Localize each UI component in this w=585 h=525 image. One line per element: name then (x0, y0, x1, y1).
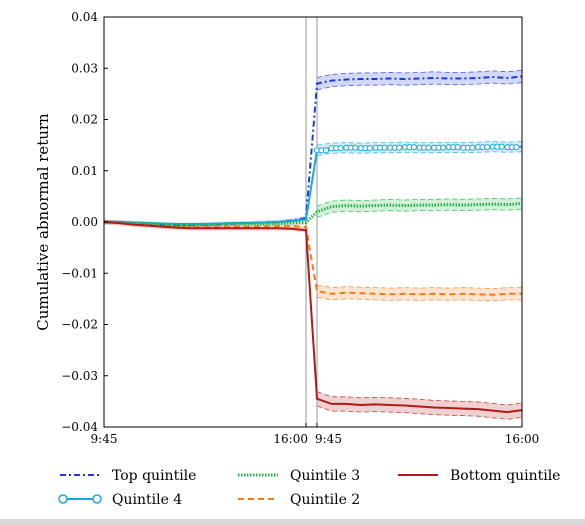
bottom-quintile-line (103, 221, 523, 414)
y-tick-label: −0.04 (61, 420, 98, 434)
x-tick-label: 16:00 (273, 432, 308, 446)
x-tick-label: 9:45 (91, 432, 118, 446)
quintile-3-line (103, 202, 523, 227)
y-tick-label: 0.00 (71, 215, 98, 229)
y-tick-label: −0.02 (61, 318, 98, 332)
legend-label-quintile-4: Quintile 4 (112, 492, 182, 508)
bottom-quintile-band-day1 (317, 391, 522, 420)
quintile-4-marker (440, 144, 447, 151)
legend-item-quintile-3: Quintile 3 (238, 468, 360, 484)
quintile-4-line (104, 145, 523, 225)
quintile-4-marker (410, 144, 417, 151)
confidence-bands (104, 69, 523, 420)
y-tick-label: −0.01 (61, 266, 98, 280)
legend-item-quintile-2: Quintile 2 (238, 492, 360, 508)
y-axis-ticks: −0.04 −0.03 −0.02 −0.01 0.00 0.01 0.02 0.03 0.04 (61, 10, 108, 434)
quintile-4-marker (484, 144, 491, 151)
quintile-2-band-upper-edge (316, 284, 522, 290)
y-tick-label: 0.04 (71, 10, 98, 24)
bottom-quintile-band-lower-edge (316, 405, 523, 420)
quintile-4-marker (498, 143, 505, 150)
legend-item-top-quintile: Top quintile (60, 468, 196, 484)
legend-label-quintile-2: Quintile 2 (290, 492, 360, 508)
y-tick-label: 0.02 (71, 113, 98, 127)
legend-label-quintile-3: Quintile 3 (290, 468, 360, 484)
legend-marker (58, 494, 68, 504)
top-quintile-band-lower-edge (316, 82, 523, 91)
quintile-2-band-day1 (317, 285, 522, 301)
legend: Top quintile Quintile 4 Quintile 3 Quintile… (58, 468, 560, 508)
bottom-quintile-band-upper-edge (316, 391, 523, 406)
quintile-2-line (103, 221, 522, 296)
quintile-4-marker (322, 147, 330, 154)
quintile-4-marker (366, 145, 373, 152)
quintile-3-band-lower-edge (316, 208, 523, 218)
legend-item-bottom-quintile: Bottom quintile (398, 468, 560, 484)
quintile-4-marker (425, 144, 432, 151)
quintile-4-band-upper-edge (316, 141, 523, 146)
quintile-4-marker (381, 144, 388, 151)
legend-marker (92, 494, 102, 504)
quintile-4-marker (513, 144, 520, 151)
x-tick-label: 16:00 (505, 432, 540, 446)
quintile-2-band-lower-edge (316, 296, 522, 302)
y-tick-label: −0.03 (61, 369, 98, 383)
y-axis-label: Cumulative abnormal return (34, 113, 52, 331)
legend-item-quintile-4: Quintile 4 (58, 492, 182, 508)
quintile-4-marker (469, 144, 476, 151)
quintile-3-band-day1 (317, 197, 522, 218)
quintile-4-marker (337, 145, 344, 152)
y-tick-label: 0.03 (71, 61, 98, 75)
legend-label-top-quintile: Top quintile (112, 468, 196, 484)
page-bottom-rule (0, 519, 585, 525)
quintile-4-band-lower-edge (316, 151, 523, 156)
top-quintile-band-day0 (104, 215, 306, 228)
quintile-4-marker (352, 144, 359, 151)
x-tick-label: 9:45 (315, 432, 342, 446)
quintile-4-marker (396, 144, 403, 151)
series-lines (103, 75, 523, 414)
legend-label-bottom-quintile: Bottom quintile (450, 468, 560, 484)
top-quintile-line (104, 75, 523, 227)
y-tick-label: 0.01 (71, 164, 98, 178)
quintile-3-band-upper-edge (316, 197, 523, 207)
x-axis-ticks: 9:45 16:00 9:45 16:00 (91, 423, 540, 446)
quintile-4-marker (454, 144, 461, 151)
top-quintile-band-upper-edge (316, 69, 523, 78)
